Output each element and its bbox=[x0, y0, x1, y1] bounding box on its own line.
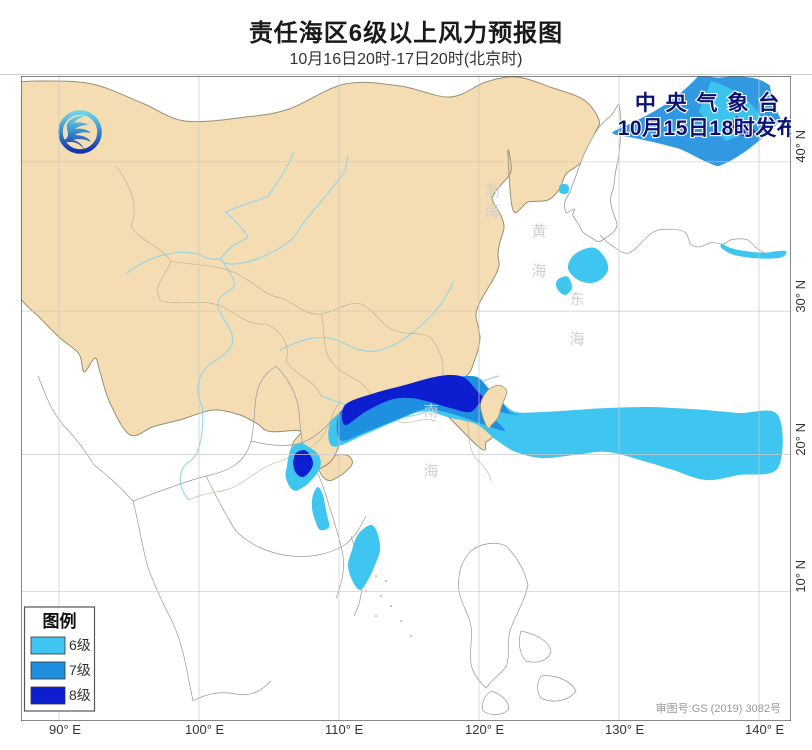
svg-text:审图号:GS (2019) 3082号: 审图号:GS (2019) 3082号 bbox=[656, 701, 781, 715]
svg-text:海: 海 bbox=[569, 331, 584, 348]
svg-text:渤: 渤 bbox=[484, 183, 499, 200]
svg-text:海: 海 bbox=[531, 263, 546, 280]
svg-text:南: 南 bbox=[423, 403, 438, 420]
svg-text:8级: 8级 bbox=[69, 687, 91, 703]
svg-text:东: 东 bbox=[569, 291, 584, 308]
svg-text:海: 海 bbox=[484, 203, 499, 220]
svg-text:海: 海 bbox=[423, 463, 438, 480]
svg-text:图例: 图例 bbox=[43, 611, 77, 631]
svg-text:7级: 7级 bbox=[69, 662, 91, 678]
svg-text:中 央 气 象 台: 中 央 气 象 台 bbox=[635, 91, 781, 115]
svg-text:6级: 6级 bbox=[69, 637, 91, 653]
svg-text:黄: 黄 bbox=[531, 223, 546, 240]
svg-text:10月15日18时发布: 10月15日18时发布 bbox=[618, 116, 791, 140]
